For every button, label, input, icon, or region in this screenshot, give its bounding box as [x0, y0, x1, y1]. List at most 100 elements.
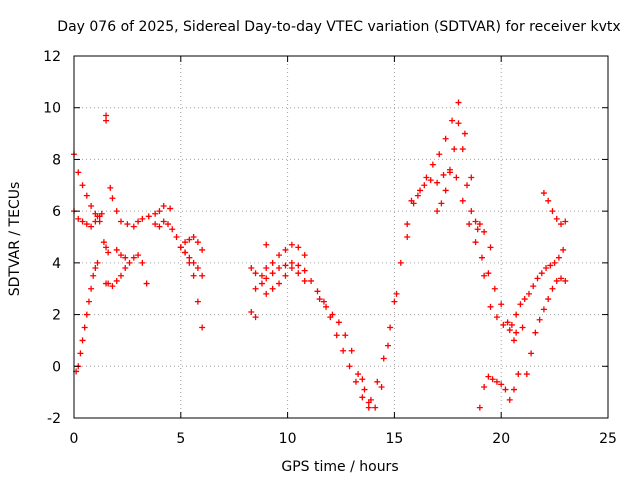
data-point	[476, 221, 483, 228]
data-point	[92, 265, 99, 272]
data-point	[472, 239, 479, 246]
data-point	[434, 179, 441, 186]
data-point	[335, 319, 342, 326]
data-point	[295, 270, 302, 277]
data-point	[164, 221, 171, 228]
data-point	[75, 215, 82, 222]
data-point	[532, 329, 539, 336]
data-point	[528, 350, 535, 357]
series-trace-e	[113, 246, 150, 287]
data-point	[263, 265, 270, 272]
data-point	[359, 376, 366, 383]
data-point	[295, 262, 302, 269]
data-point	[472, 218, 479, 225]
data-point	[476, 404, 483, 411]
data-point	[252, 270, 259, 277]
data-point	[523, 371, 530, 378]
data-point	[491, 285, 498, 292]
series-trace-c	[73, 259, 101, 375]
data-point	[177, 244, 184, 251]
data-point	[348, 347, 355, 354]
data-point	[75, 169, 82, 176]
data-point	[352, 378, 359, 385]
data-point	[536, 316, 543, 323]
data-point	[199, 324, 206, 331]
data-point	[549, 285, 556, 292]
data-point	[455, 99, 462, 106]
data-point	[124, 221, 131, 228]
data-point	[493, 314, 500, 321]
data-point	[258, 272, 265, 279]
y-tick-label: -2	[47, 411, 61, 427]
y-tick-label: 8	[52, 152, 61, 168]
data-point	[320, 298, 327, 305]
data-point	[429, 161, 436, 168]
data-point	[487, 303, 494, 310]
data-point	[263, 290, 270, 297]
data-point	[248, 308, 255, 315]
series-trace-i	[177, 234, 206, 253]
data-point	[506, 327, 513, 334]
data-point	[459, 146, 466, 153]
data-point	[417, 187, 424, 194]
series-trace-f	[103, 265, 129, 290]
data-point	[88, 285, 95, 292]
x-tick-label: 25	[599, 431, 617, 447]
data-point	[508, 321, 515, 328]
data-point	[434, 208, 441, 215]
data-point	[543, 265, 550, 272]
data-point	[562, 218, 569, 225]
data-point	[252, 285, 259, 292]
data-point	[94, 259, 101, 266]
data-point	[323, 303, 330, 310]
data-point	[346, 363, 353, 370]
data-point	[258, 280, 265, 287]
data-point	[487, 244, 494, 251]
data-point	[316, 296, 323, 303]
data-point	[98, 210, 105, 217]
data-point	[530, 283, 537, 290]
data-point	[130, 254, 137, 261]
data-point	[282, 262, 289, 269]
data-point	[502, 386, 509, 393]
data-point	[384, 342, 391, 349]
data-point	[81, 324, 88, 331]
data-point	[387, 324, 394, 331]
data-point	[340, 347, 347, 354]
data-point	[160, 218, 167, 225]
y-tick-label: 4	[52, 256, 61, 272]
data-point	[79, 218, 86, 225]
data-point	[105, 249, 112, 256]
data-point	[182, 239, 189, 246]
data-point	[555, 254, 562, 261]
data-point	[361, 386, 368, 393]
data-point	[468, 208, 475, 215]
data-point	[83, 192, 90, 199]
data-point	[553, 277, 560, 284]
x-axis-label: GPS time / hours	[281, 459, 398, 475]
data-point	[427, 177, 434, 184]
data-point	[558, 275, 565, 282]
data-point	[194, 239, 201, 246]
data-point	[511, 386, 518, 393]
y-tick-label: 0	[52, 359, 61, 375]
data-point	[263, 275, 270, 282]
data-point	[515, 371, 522, 378]
data-point	[442, 135, 449, 142]
data-point	[374, 378, 381, 385]
data-point	[85, 298, 92, 305]
data-point	[504, 319, 511, 326]
series-trace-l	[263, 265, 308, 297]
data-point	[83, 311, 90, 318]
data-point	[455, 120, 462, 127]
data-point	[545, 296, 552, 303]
data-point	[252, 314, 259, 321]
x-tick-label: 0	[70, 431, 79, 447]
data-point	[100, 239, 107, 246]
data-point	[107, 184, 114, 191]
data-point	[186, 236, 193, 243]
series-trace-q	[434, 120, 494, 251]
series-trace-g	[152, 218, 206, 279]
data-point	[342, 332, 349, 339]
axes: 0 5 10 15 20 25 -2 0 2 4 6 8 10 12	[43, 49, 617, 447]
